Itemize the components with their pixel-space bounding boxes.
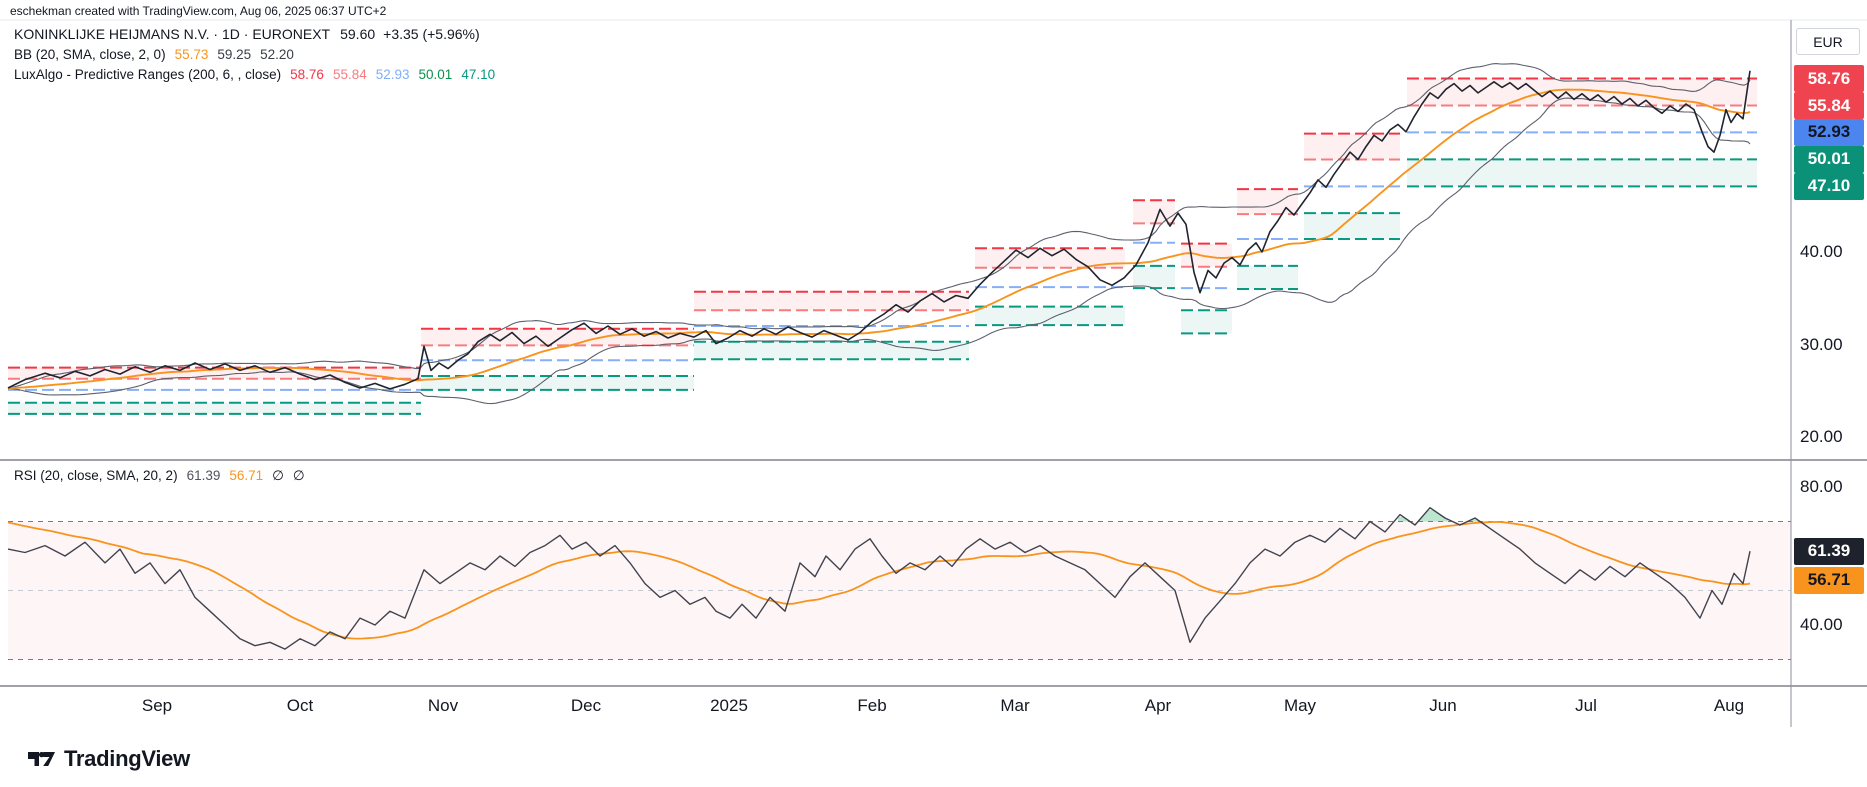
price-change: +3.35 (+5.96%) [383,26,480,42]
currency-label: EUR [1796,28,1860,55]
main-legend: KONINKLIJKE HEIJMANS N.V. · 1D · EURONEX… [14,26,495,86]
tradingview-brand[interactable]: TradingView [64,746,190,771]
time-axis[interactable]: Sep Oct Nov Dec 2025 Feb Mar Apr May Jun Jul Aug [0,687,1791,727]
time-axis-label: 2025 [710,696,748,715]
lux-value: 58.76 [290,67,324,82]
rsi-tick-label: 80.00 [1800,477,1843,496]
symbol-title: KONINKLIJKE HEIJMANS N.V. · 1D · EURONEX… [14,26,331,42]
footer: TradingView [28,742,190,776]
time-axis-label: Apr [1144,696,1172,715]
time-axis-label: Nov [427,696,459,715]
price-level-label: 52.93 [1794,118,1864,146]
rsi-label: RSI (20, close, SMA, 20, 2) [14,468,178,483]
last-price: 59.60 [340,26,376,42]
time-axis-label: May [1283,696,1317,715]
lux-legend-row: LuxAlgo - Predictive Ranges (200, 6, , c… [14,66,495,83]
time-axis-label: Jul [1575,696,1597,715]
price-tick-label: 20.00 [1800,427,1843,446]
lux-value: 55.84 [332,67,367,82]
rsi-value: 61.39 [186,468,221,483]
lux-value: 50.01 [418,67,453,82]
rsi-level-label: 61.39 [1794,537,1864,565]
bb-values: 55.73 59.25 52.20 [166,47,294,62]
watermark-text: eschekman created with TradingView.com, … [10,4,387,18]
symbol-title-row: KONINKLIJKE HEIJMANS N.V. · 1D · EURONEX… [14,26,495,43]
price-level-label: 55.84 [1794,92,1864,119]
time-axis-label: Mar [1000,696,1030,715]
price-tick-label: 40.00 [1800,242,1843,261]
time-axis-label: Dec [570,696,602,715]
rsi-value: ∅ [272,468,284,483]
time-axis-label: Sep [141,696,173,715]
lux-label: LuxAlgo - Predictive Ranges (200, 6, , c… [14,67,282,82]
price-level-label: 58.76 [1794,65,1864,92]
price-level-label: 50.01 [1794,145,1864,173]
lux-value: 52.93 [375,67,410,82]
bb-value: 59.25 [217,47,252,62]
time-axis-label: Feb [857,696,887,715]
bb-legend-row: BB (20, SMA, close, 2, 0) 55.73 59.25 52.20 [14,46,495,63]
rsi-legend: RSI (20, close, SMA, 20, 2) 61.39 56.71 ∅ ∅ [14,467,305,487]
time-axis-label: Jun [1429,696,1457,715]
tradingview-logo-icon[interactable] [28,748,55,771]
rsi-legend-row: RSI (20, close, SMA, 20, 2) 61.39 56.71 ∅ ∅ [14,467,305,484]
lux-value: 47.10 [461,67,496,82]
time-axis-label: Aug [1713,696,1745,715]
price-tick-label: 30.00 [1800,334,1843,354]
lux-values: 58.76 55.84 52.93 50.01 47.10 [281,67,495,82]
rsi-tick-label: 40.00 [1800,615,1843,634]
rsi-value: 56.71 [229,468,264,483]
time-axis-label: Oct [286,696,314,715]
price-level-label: 47.10 [1794,172,1864,200]
rsi-values: 61.39 56.71 ∅ ∅ [178,468,305,483]
bb-label: BB (20, SMA, close, 2, 0) [14,47,166,62]
price-scale[interactable]: EUR 58.76 55.84 52.93 50.01 47.10 40.00 30.00 20… [1792,20,1867,727]
bb-value: 52.20 [260,47,294,62]
rsi-level-label: 56.71 [1794,566,1864,594]
rsi-value: ∅ [292,468,305,483]
bb-value: 55.73 [174,47,209,62]
